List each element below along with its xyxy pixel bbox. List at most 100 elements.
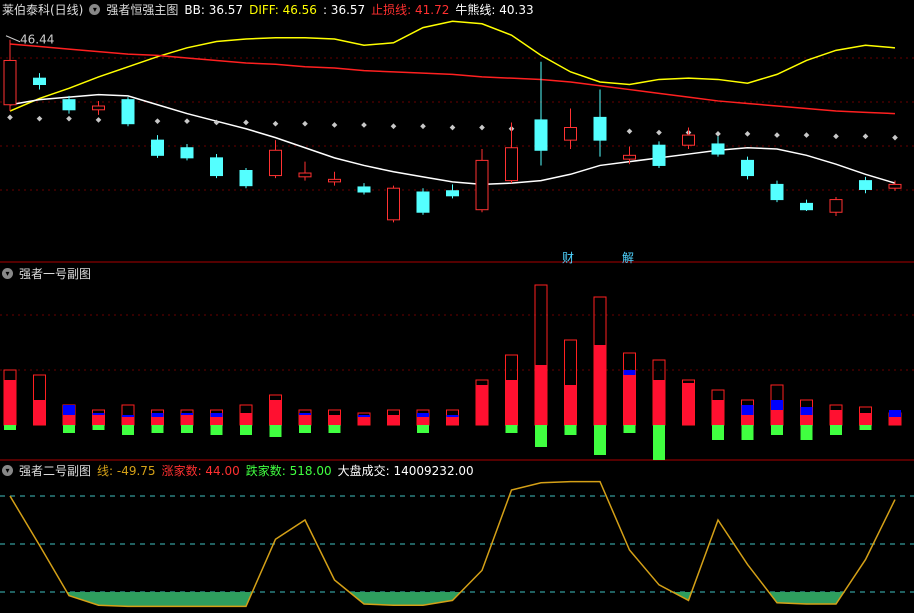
indicator-bar (564, 425, 577, 435)
low-area (10, 592, 895, 607)
stop-dot (36, 115, 43, 122)
candle-body (269, 149, 282, 177)
indicator-row: BB: 36.57 DIFF: 46.56: 36.57 止损线: 41.72 牛熊线… (184, 2, 533, 18)
indicator-bar (830, 410, 842, 425)
indicator-bar (417, 417, 429, 425)
candle-body (564, 127, 577, 141)
indicator-bar (653, 425, 665, 460)
indicator-bar (712, 400, 724, 425)
candle-body (210, 157, 223, 177)
indicator-bar (564, 385, 577, 425)
indicator-bar (122, 417, 134, 425)
stop-dot (862, 133, 869, 140)
candle-body (623, 154, 636, 160)
stop-dot (272, 120, 279, 127)
candle-body (416, 191, 430, 213)
menu-icon[interactable]: ▾ (2, 268, 13, 279)
sub2-header: ▾ 强者二号副图 线: -49.75 涨家数: 44.00 跌家数: 518.00 大… (2, 463, 474, 479)
stop-dot (833, 133, 839, 140)
indicator-value: 跌家数: 518.00 (245, 464, 332, 478)
stop-dot (331, 122, 338, 128)
indicator-bar (712, 425, 724, 440)
indicator-value: 大盘成交: 14009232.00 (337, 464, 474, 478)
indicator-bar (594, 345, 606, 425)
event-marker[interactable]: 财 (562, 251, 575, 265)
stop-dot (95, 117, 102, 123)
candle-body (92, 105, 105, 111)
indicator-bar (417, 425, 429, 433)
high-pointer (5, 35, 21, 43)
indicator-bar (358, 417, 370, 425)
indicator-row: 线: -49.75 涨家数: 44.00 跌家数: 518.00 大盘成交: 1400… (97, 463, 474, 479)
stop-dot (302, 120, 308, 127)
indicator-bar (594, 425, 606, 455)
indicator-bar (151, 417, 164, 425)
candle-body (800, 202, 813, 211)
indicator-bar (33, 400, 46, 425)
panel-title: 强者恒强主图 (106, 3, 179, 17)
stock-name: 莱伯泰科(日线) (2, 3, 84, 17)
event-marker[interactable]: 解 (622, 251, 635, 265)
indicator-bar (210, 417, 223, 425)
stop-dot (184, 118, 190, 125)
stop-dot (66, 115, 72, 122)
indicator-bar (240, 413, 252, 425)
indicator-bar (328, 415, 341, 425)
indicator-bar (623, 375, 636, 425)
candle-body (741, 159, 754, 177)
candle-body (33, 77, 46, 85)
candle-body (534, 119, 548, 151)
stop-dot (803, 132, 810, 138)
indicator-bar (771, 410, 783, 425)
indicator-bar (623, 425, 636, 433)
indicator-bar (299, 425, 311, 433)
indicator-bar (505, 380, 518, 425)
indicator-bar (4, 425, 16, 430)
indicator-value: BB: 36.57 (184, 3, 244, 17)
indicator-bar (476, 385, 488, 425)
indicator-bar (240, 425, 252, 435)
stop-dot (243, 119, 249, 126)
indicator-bar (92, 425, 105, 430)
candle-body (770, 183, 784, 201)
indicator-value: 牛熊线: 40.33 (455, 3, 534, 17)
stop-dot (744, 130, 751, 137)
candle-body (62, 99, 76, 111)
candle-body (505, 147, 518, 182)
indicator-bar (830, 425, 842, 435)
indicator-bar (387, 415, 400, 425)
stop-dot (892, 134, 898, 141)
indicator-bar (269, 425, 282, 437)
indicator-line (9, 20, 896, 112)
indicator-bar (535, 365, 547, 425)
menu-icon[interactable]: ▾ (2, 465, 13, 476)
stop-dot (361, 122, 367, 128)
candle-body (357, 186, 371, 193)
stop-dot (479, 124, 485, 131)
indicator-bar (800, 415, 813, 425)
indicator-bar (859, 413, 872, 425)
stop-dot (390, 123, 397, 130)
indicator-bar (741, 425, 754, 440)
indicator-bar (269, 400, 282, 425)
stop-dot (626, 128, 633, 135)
indicator-bar (92, 415, 105, 425)
indicator-bar (181, 415, 193, 425)
panel-title: 强者二号副图 (19, 464, 92, 478)
indicator-bar (889, 417, 901, 425)
indicator-bar (63, 415, 75, 425)
candle-body (593, 116, 607, 141)
panel-guides (0, 57, 914, 371)
indicator-bar (299, 415, 311, 425)
indicator-line (9, 93, 896, 186)
panel-title: 强者一号副图 (19, 267, 92, 281)
sub1-header: ▾ 强者一号副图 (2, 266, 91, 282)
candle-body (682, 134, 695, 146)
candle-body (475, 159, 489, 211)
stop-dot (656, 129, 662, 136)
menu-icon[interactable]: ▾ (89, 4, 101, 15)
indicator-bar (741, 415, 754, 425)
indicator-bar (328, 425, 341, 433)
